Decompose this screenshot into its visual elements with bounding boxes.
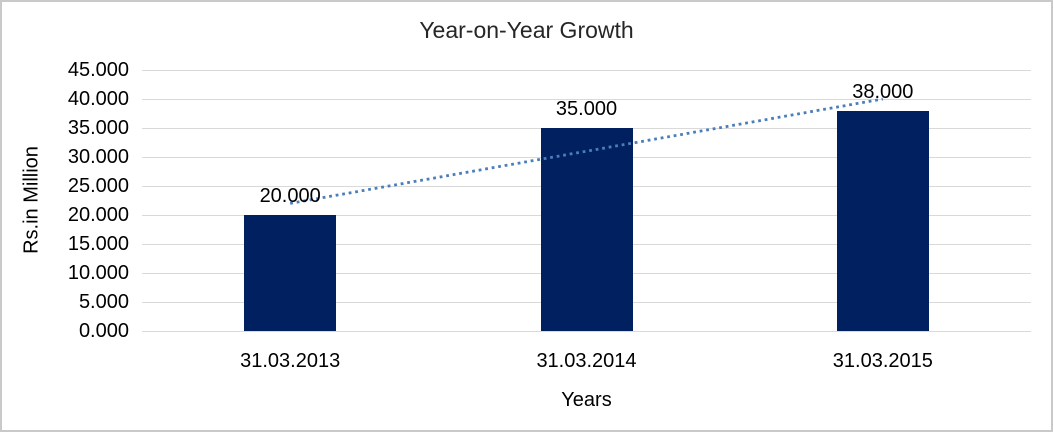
- bar-data-label: 35.000: [555, 98, 618, 120]
- y-tick-label: 40.000: [67, 88, 129, 110]
- y-tick-label: 35.000: [67, 117, 129, 139]
- x-category-label: 31.03.2013: [240, 350, 341, 372]
- bar-data-label: 20.000: [259, 185, 321, 207]
- gridline: [142, 331, 1031, 332]
- y-tick-label: 25.000: [67, 175, 129, 197]
- y-tick-label: 10.000: [67, 262, 129, 284]
- bar-data-label: 38.000: [852, 80, 914, 103]
- y-tick-label: 0.000: [78, 320, 129, 342]
- chart-title: Year-on-Year Growth: [419, 17, 634, 43]
- y-tick-label: 30.000: [67, 146, 129, 168]
- y-tick-label: 15.000: [67, 233, 129, 255]
- x-category-label: 31.03.2015: [832, 350, 933, 372]
- x-category-label: 31.03.2014: [536, 350, 637, 372]
- gridline: [142, 70, 1031, 71]
- y-tick-label: 20.000: [67, 204, 129, 226]
- x-axis-title: Years: [561, 389, 612, 411]
- bar: [836, 110, 929, 331]
- bar: [540, 128, 633, 331]
- y-tick-label: 5.000: [78, 291, 129, 313]
- y-tick-label: 45.000: [67, 59, 129, 81]
- bar: [244, 215, 337, 331]
- y-axis-title: Rs.in Million: [20, 146, 43, 254]
